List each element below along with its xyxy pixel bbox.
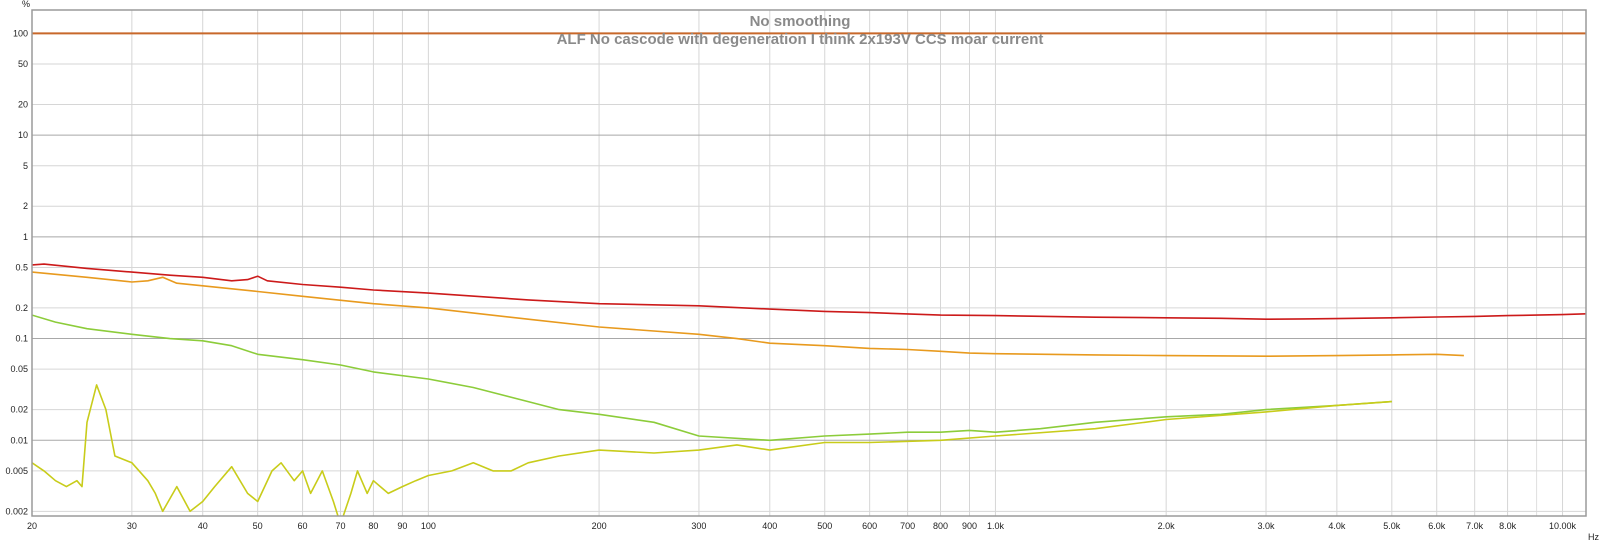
x-tick-label: 400 [762, 521, 777, 531]
y-tick-label: 5 [23, 161, 28, 171]
series-line-2 [32, 271, 1464, 358]
x-tick-label: 20 [27, 521, 37, 531]
y-tick-label: 0.005 [5, 466, 28, 476]
y-tick-label: 2 [23, 201, 28, 211]
y-tick-label: 0.5 [15, 262, 28, 272]
plot-frame [31, 9, 1587, 517]
series-lines [32, 32, 1586, 516]
x-tick-label: 50 [253, 521, 263, 531]
x-tick-label: 800 [933, 521, 948, 531]
series-line-4 [32, 384, 1392, 516]
y-tick-label: 10 [18, 130, 28, 140]
x-tick-label: 10.00k [1549, 521, 1577, 531]
x-tick-label: 90 [397, 521, 407, 531]
x-tick-label: 6.0k [1428, 521, 1446, 531]
x-tick-label: 1.0k [987, 521, 1005, 531]
y-tick-label: 0.1 [15, 334, 28, 344]
y-tick-label: 0.002 [5, 506, 28, 516]
y-tick-label: 0.05 [10, 364, 28, 374]
x-tick-label: 4.0k [1328, 521, 1346, 531]
y-tick-label: 0.2 [15, 303, 28, 313]
x-tick-labels: 20 30 40 50 60 70 80 90 100 200 300 400 500 600 700 800… [27, 521, 1577, 531]
x-tick-label: 2.0k [1158, 521, 1176, 531]
x-tick-label: 200 [592, 521, 607, 531]
chart-subtitle: ALF No cascode with degeneration I think… [557, 31, 1044, 48]
x-tick-label: 80 [368, 521, 378, 531]
y-axis-unit: % [22, 0, 30, 9]
y-tick-label: 50 [18, 59, 28, 69]
x-tick-label: 40 [198, 521, 208, 531]
x-tick-label: 3.0k [1258, 521, 1276, 531]
x-tick-label: 30 [127, 521, 137, 531]
y-tick-label: 20 [18, 100, 28, 110]
x-tick-label: 60 [298, 521, 308, 531]
series-line-1 [32, 263, 1586, 321]
y-tick-labels: 100 50 20 10 5 2 1 0.5 0.2 0.1 0.05 0.02 0.01 0.005 0.… [5, 28, 28, 516]
x-tick-label: 8.0k [1499, 521, 1517, 531]
x-tick-label: 7.0k [1466, 521, 1484, 531]
y-tick-label: 0.02 [10, 405, 28, 415]
x-tick-label: 100 [421, 521, 436, 531]
x-tick-label: 5.0k [1383, 521, 1401, 531]
grid [31, 10, 1586, 516]
x-tick-label: 70 [336, 521, 346, 531]
x-tick-label: 900 [962, 521, 977, 531]
x-axis-unit: Hz [1588, 532, 1599, 542]
x-tick-label: 600 [862, 521, 877, 531]
chart-title: No smoothing [750, 13, 851, 30]
series-line-3 [32, 314, 1392, 442]
x-tick-label: 700 [900, 521, 915, 531]
x-tick-label: 300 [691, 521, 706, 531]
y-tick-label: 1 [23, 232, 28, 242]
y-tick-label: 100 [13, 28, 28, 38]
x-tick-label: 500 [817, 521, 832, 531]
y-tick-label: 0.01 [10, 435, 28, 445]
